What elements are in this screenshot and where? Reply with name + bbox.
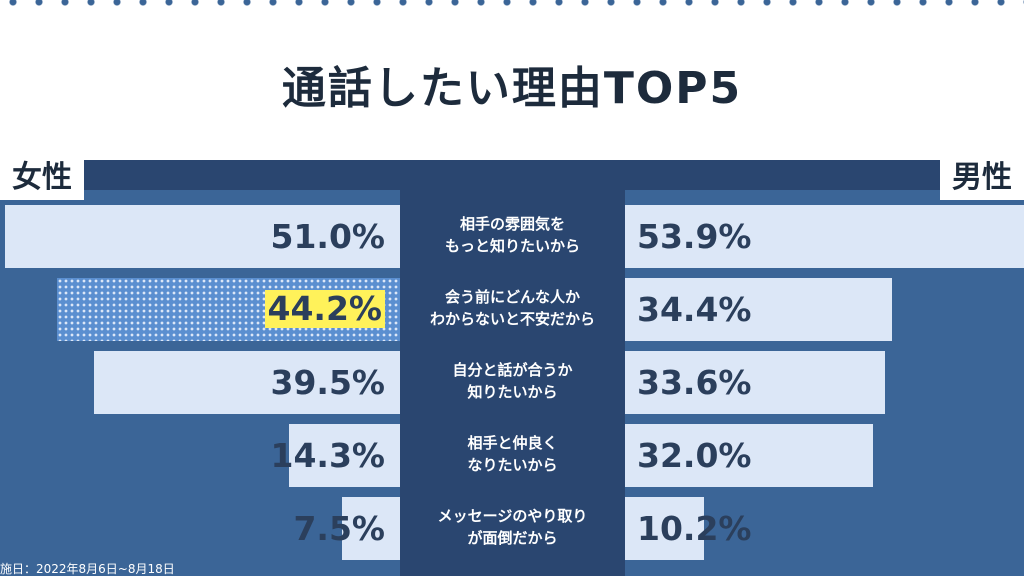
value-label: 53.9% bbox=[637, 217, 752, 256]
value-label: 34.4% bbox=[637, 290, 752, 329]
bar bbox=[341, 497, 400, 560]
category-label: 自分と話が合うか 知りたいから bbox=[452, 361, 573, 401]
value-label: 51.0% bbox=[270, 217, 386, 256]
center-column bbox=[400, 160, 625, 576]
footnote: 施日：2022年8月6日~8月18日 bbox=[0, 562, 175, 576]
value-label: 39.5% bbox=[270, 363, 386, 402]
bar bbox=[289, 424, 400, 487]
value-label: 33.6% bbox=[637, 363, 752, 402]
value-label: 14.3% bbox=[270, 436, 386, 475]
category-label: 相手の雰囲気を もっと知りたいから bbox=[444, 215, 580, 255]
bar bbox=[625, 205, 1024, 268]
value-label: 10.2% bbox=[637, 509, 752, 548]
value-label: 32.0% bbox=[637, 436, 752, 475]
bar bbox=[625, 497, 705, 560]
value-label: 7.5% bbox=[293, 509, 385, 548]
legend-men: 男性 bbox=[940, 148, 1024, 200]
category-label: メッセージのやり取り が面倒だから bbox=[437, 507, 588, 547]
bar bbox=[93, 351, 400, 414]
decor-border bbox=[0, 0, 1024, 10]
value-label: 44.2% bbox=[264, 290, 385, 328]
bar bbox=[625, 424, 873, 487]
chart-title: 通話したい理由TOP5 bbox=[281, 63, 743, 114]
legend-women: 女性 bbox=[0, 148, 84, 200]
category-label: 相手と仲良く なりたいから bbox=[467, 434, 558, 474]
bar bbox=[4, 205, 400, 268]
bar bbox=[625, 351, 886, 414]
category-label: 会う前にどんな人か わからないと不安だから bbox=[429, 288, 595, 328]
bar bbox=[625, 278, 892, 341]
